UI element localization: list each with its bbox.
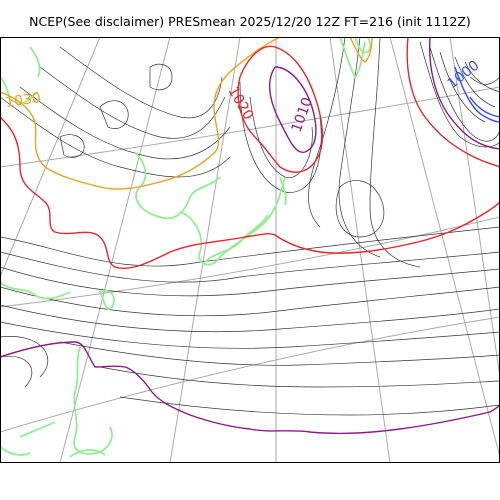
map-title: NCEP(See disclaimer) PRESmean 2025/12/20… bbox=[29, 14, 471, 29]
contour-1000 bbox=[454, 66, 500, 123]
pressure-map: 1030 1020 1010 1000 bbox=[0, 37, 500, 463]
contour-1020 bbox=[0, 37, 500, 269]
map-canvas: 1030 1020 1010 1000 bbox=[0, 37, 500, 463]
coastlines bbox=[0, 37, 372, 458]
contour-1010 bbox=[0, 37, 500, 435]
contour-1030 bbox=[0, 37, 373, 190]
graticule bbox=[0, 37, 500, 463]
isobar-label-1030: 1030 bbox=[4, 90, 42, 111]
